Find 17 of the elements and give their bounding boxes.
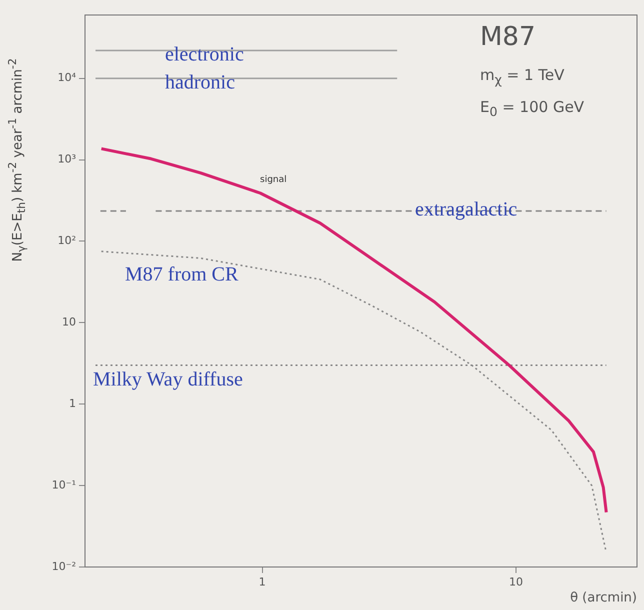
y-tick-label: 10³ [58, 152, 76, 166]
y-tick-label: 10⁴ [58, 71, 77, 84]
series-label: electronic [165, 43, 244, 66]
y-tick-label: 10⁻² [52, 560, 76, 573]
y-tick-label: 10⁻¹ [52, 478, 76, 492]
x-axis-title: θ (arcmin) [570, 590, 637, 606]
series-label: Milky Way diffuse [93, 368, 243, 390]
series-label: M87 from CR [125, 263, 239, 286]
annotation: M87 [480, 22, 536, 52]
series-label: extragalactic [415, 198, 518, 220]
annotation: E$_{0}$ = 100 GeV [480, 98, 584, 119]
y-tick-label: 10² [58, 234, 76, 248]
series-label: hadronic [165, 71, 236, 94]
y-tick-label: 1 [69, 396, 76, 410]
annotation: m$_{χ}$ = 1 TeV [480, 66, 564, 87]
series-label: signal [260, 174, 287, 185]
y-tick-label: 10 [62, 316, 76, 329]
